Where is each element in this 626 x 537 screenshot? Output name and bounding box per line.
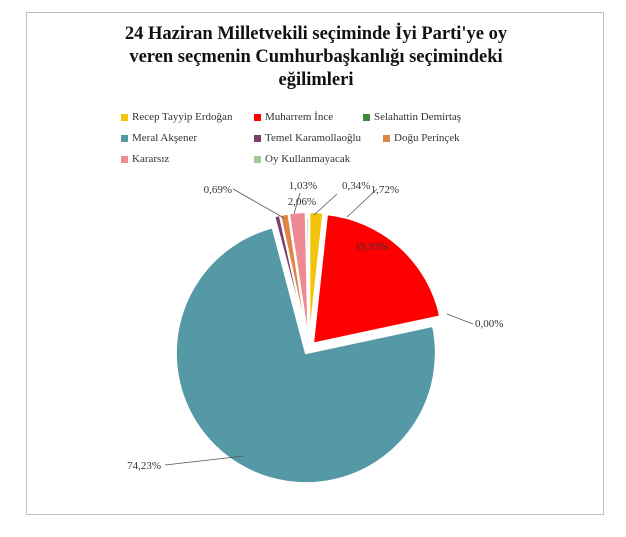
- leader-line-7: [313, 193, 338, 216]
- legend-swatch: [121, 134, 128, 142]
- legend-label: Recep Tayyip Erdoğan: [132, 111, 233, 123]
- legend-swatch: [254, 134, 261, 142]
- pie-slice-7: [305, 216, 310, 349]
- leader-line-4: [232, 188, 285, 219]
- legend-label: Selahattin Demirtaş: [374, 111, 462, 123]
- data-label-3: 74,23%: [127, 460, 161, 472]
- leader-line-5: [293, 192, 301, 215]
- data-label-6: 2,06%: [288, 196, 316, 208]
- pie-slice-0: [308, 211, 325, 343]
- legend-label: Meral Akşener: [132, 132, 198, 144]
- legend-item-perincek: Doğu Perinçek: [383, 132, 460, 144]
- chart-title-line-1: 24 Haziran Milletvekili seçiminde İyi Pa…: [124, 24, 508, 44]
- legend-label: Oy Kullanmayacak: [265, 153, 351, 165]
- legend-item-oy-kullanmayacak: Oy Kullanmayacak: [254, 153, 350, 165]
- legend-swatch: [254, 155, 261, 163]
- chart-title-line-2: veren seçmenin Cumhurbaşkanlığı seçimind…: [129, 47, 503, 67]
- data-label-0: 1,72%: [371, 184, 399, 196]
- data-label-1: 19,93%: [355, 241, 389, 253]
- data-label-4: 0,69%: [204, 184, 232, 196]
- legend-label: Muharrem İnce: [265, 111, 334, 123]
- leader-line-0: [346, 188, 378, 218]
- data-label-2: 0,00%: [475, 318, 503, 330]
- legend-swatch: [383, 134, 390, 142]
- pie-slice-6: [287, 211, 310, 343]
- legend-item-kararsiz: Kararsız: [121, 153, 169, 165]
- legend-swatch: [121, 155, 128, 163]
- pie-slice-1: [311, 213, 442, 345]
- legend-label: Doğu Perinçek: [394, 132, 460, 144]
- legend-label: Temel Karamollaoğlu: [265, 132, 362, 144]
- legend-swatch: [254, 113, 261, 121]
- pie-slice-3: [174, 226, 437, 485]
- legend-swatch: [363, 113, 370, 121]
- legend-swatch: [121, 113, 128, 121]
- chart-frame: 24 Haziran Milletvekili seçiminde İyi Pa…: [26, 12, 604, 515]
- leader-line-3: [164, 455, 245, 466]
- legend-label: Kararsız: [132, 153, 170, 165]
- chart-title-line-3: eğilimleri: [278, 70, 354, 90]
- legend-item-karamollaoglu: Temel Karamollaoğlu: [254, 132, 361, 144]
- chart-title: 24 Haziran Milletvekili seçiminde İyi Pa…: [27, 23, 605, 92]
- legend-item-demirtas: Selahattin Demirtaş: [363, 111, 461, 123]
- pie-chart: 1,72% 19,93% 0,00% 74,23% 0,69% 1,03% 2,06% 0,3…: [127, 180, 503, 485]
- legend-item-erdogan: Recep Tayyip Erdoğan: [121, 111, 232, 123]
- data-label-5: 1,03%: [289, 180, 317, 192]
- leader-line-2: [446, 313, 474, 325]
- legend-item-aksener: Meral Akşener: [121, 132, 197, 144]
- data-label-7: 0,34%: [342, 180, 370, 192]
- legend-item-ince: Muharrem İnce: [254, 111, 333, 123]
